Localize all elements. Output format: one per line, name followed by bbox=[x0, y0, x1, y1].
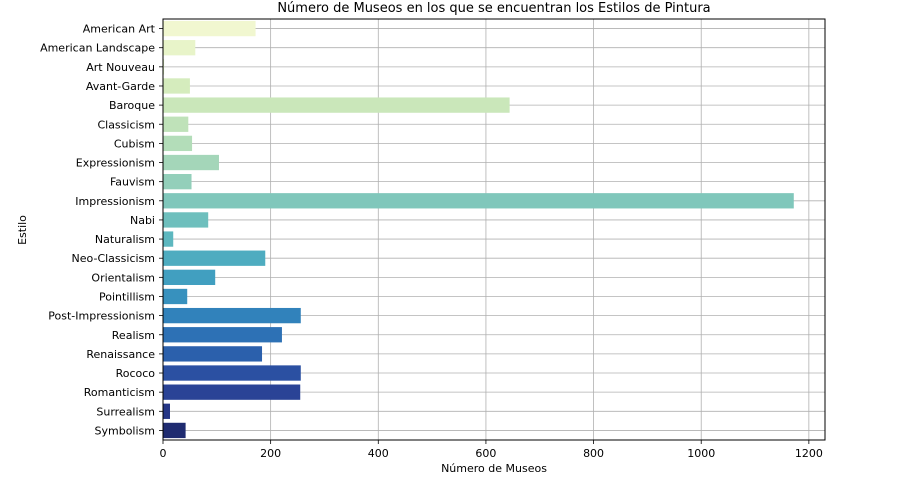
y-tick-label: Rococo bbox=[116, 367, 156, 380]
bar bbox=[163, 20, 256, 37]
x-tick-label: 600 bbox=[475, 447, 496, 460]
y-tick-label: Avant-Garde bbox=[86, 80, 155, 93]
bar bbox=[163, 97, 510, 113]
x-tick-labels: 0 200 400 600 800 1000 1200 bbox=[160, 440, 823, 460]
x-tick-label: 200 bbox=[260, 447, 281, 460]
y-tick-label: Cubism bbox=[114, 137, 155, 150]
bar bbox=[163, 307, 301, 324]
y-tick-label: Orientalism bbox=[91, 271, 155, 284]
y-tick-label: Pointillism bbox=[99, 290, 155, 303]
bar bbox=[163, 212, 209, 228]
bars bbox=[163, 20, 794, 439]
x-tick-label: 1000 bbox=[687, 447, 715, 460]
y-tick-label: Classicism bbox=[97, 118, 155, 131]
bar bbox=[163, 384, 301, 400]
y-axis-label: Estilo bbox=[16, 215, 29, 245]
bar bbox=[163, 346, 263, 362]
y-tick-label: Naturalism bbox=[95, 233, 155, 246]
bar bbox=[163, 403, 170, 419]
y-tick-label: Baroque bbox=[109, 99, 155, 112]
bar bbox=[163, 327, 282, 343]
y-tick-label: Nabi bbox=[130, 214, 155, 227]
y-tick-label: American Art bbox=[83, 23, 156, 36]
chart-title: Número de Museos en los que se encuentra… bbox=[277, 1, 710, 16]
y-tick-label: Symbolism bbox=[95, 424, 155, 437]
y-tick-label: Art Nouveau bbox=[86, 61, 155, 74]
bar bbox=[163, 40, 196, 56]
y-tick-label: American Landscape bbox=[40, 42, 155, 55]
bar bbox=[163, 135, 193, 152]
y-tick-label: Post-Impressionism bbox=[48, 310, 155, 323]
x-axis-label: Número de Museos bbox=[441, 462, 547, 475]
bar bbox=[163, 154, 219, 171]
bar bbox=[163, 250, 266, 266]
bar bbox=[163, 59, 165, 75]
y-tick-labels: American Art American Landscape Art Nouvea… bbox=[40, 23, 163, 437]
y-tick-label: Impressionism bbox=[75, 195, 155, 208]
x-tick-label: 1200 bbox=[795, 447, 823, 460]
x-tick-label: 400 bbox=[368, 447, 389, 460]
y-tick-label: Surrealism bbox=[96, 405, 155, 418]
y-tick-label: Romanticism bbox=[84, 386, 155, 399]
bar bbox=[163, 288, 188, 305]
bar bbox=[163, 231, 174, 247]
y-tick-label: Expressionism bbox=[76, 157, 155, 170]
bar bbox=[163, 422, 186, 439]
y-tick-label: Fauvism bbox=[110, 176, 155, 189]
bar bbox=[163, 365, 301, 381]
x-tick-label: 800 bbox=[583, 447, 604, 460]
bar bbox=[163, 193, 794, 209]
x-tick-label: 0 bbox=[160, 447, 167, 460]
y-tick-label: Neo-Classicism bbox=[72, 252, 155, 265]
bar bbox=[163, 174, 192, 190]
y-tick-label: Renaissance bbox=[86, 348, 155, 361]
y-tick-label: Realism bbox=[112, 329, 155, 342]
bar bbox=[163, 116, 189, 132]
bar bbox=[163, 269, 216, 285]
bar bbox=[163, 78, 190, 94]
plot-frame bbox=[162, 18, 826, 441]
